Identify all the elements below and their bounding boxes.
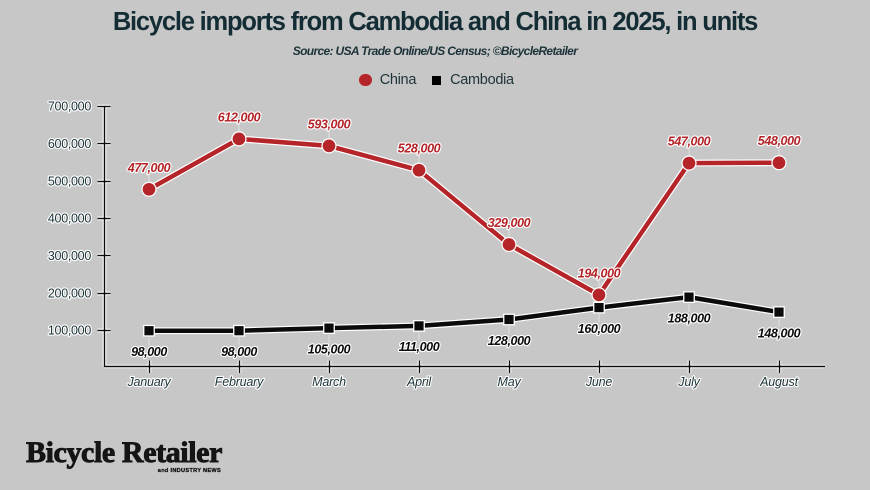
svg-text:98,000: 98,000 bbox=[221, 345, 257, 359]
svg-text:194,000: 194,000 bbox=[578, 266, 621, 280]
svg-text:160,000: 160,000 bbox=[578, 322, 621, 336]
svg-text:100,000: 100,000 bbox=[48, 324, 91, 338]
svg-text:593,000: 593,000 bbox=[308, 117, 351, 131]
svg-text:July: July bbox=[677, 375, 700, 389]
svg-text:111,000: 111,000 bbox=[399, 340, 440, 354]
svg-text:March: March bbox=[312, 375, 346, 389]
svg-text:April: April bbox=[406, 375, 432, 389]
svg-text:547,000: 547,000 bbox=[668, 135, 711, 149]
svg-text:600,000: 600,000 bbox=[48, 137, 91, 151]
svg-text:548,000: 548,000 bbox=[758, 134, 801, 148]
svg-text:500,000: 500,000 bbox=[48, 174, 91, 188]
svg-text:105,000: 105,000 bbox=[308, 342, 351, 356]
svg-text:400,000: 400,000 bbox=[48, 212, 91, 226]
svg-text:98,000: 98,000 bbox=[131, 345, 167, 359]
svg-text:612,000: 612,000 bbox=[218, 110, 261, 124]
svg-text:200,000: 200,000 bbox=[48, 286, 91, 300]
svg-text:300,000: 300,000 bbox=[48, 249, 91, 263]
svg-text:188,000: 188,000 bbox=[668, 311, 711, 325]
svg-text:February: February bbox=[215, 375, 264, 389]
svg-text:700,000: 700,000 bbox=[48, 100, 91, 114]
svg-text:August: August bbox=[759, 375, 798, 389]
svg-text:329,000: 329,000 bbox=[488, 216, 531, 230]
svg-text:May: May bbox=[497, 375, 521, 389]
svg-text:128,000: 128,000 bbox=[488, 334, 531, 348]
svg-text:January: January bbox=[126, 375, 171, 389]
svg-text:477,000: 477,000 bbox=[127, 161, 171, 175]
svg-text:June: June bbox=[585, 375, 613, 389]
svg-text:148,000: 148,000 bbox=[758, 326, 801, 340]
svg-text:528,000: 528,000 bbox=[398, 142, 441, 156]
